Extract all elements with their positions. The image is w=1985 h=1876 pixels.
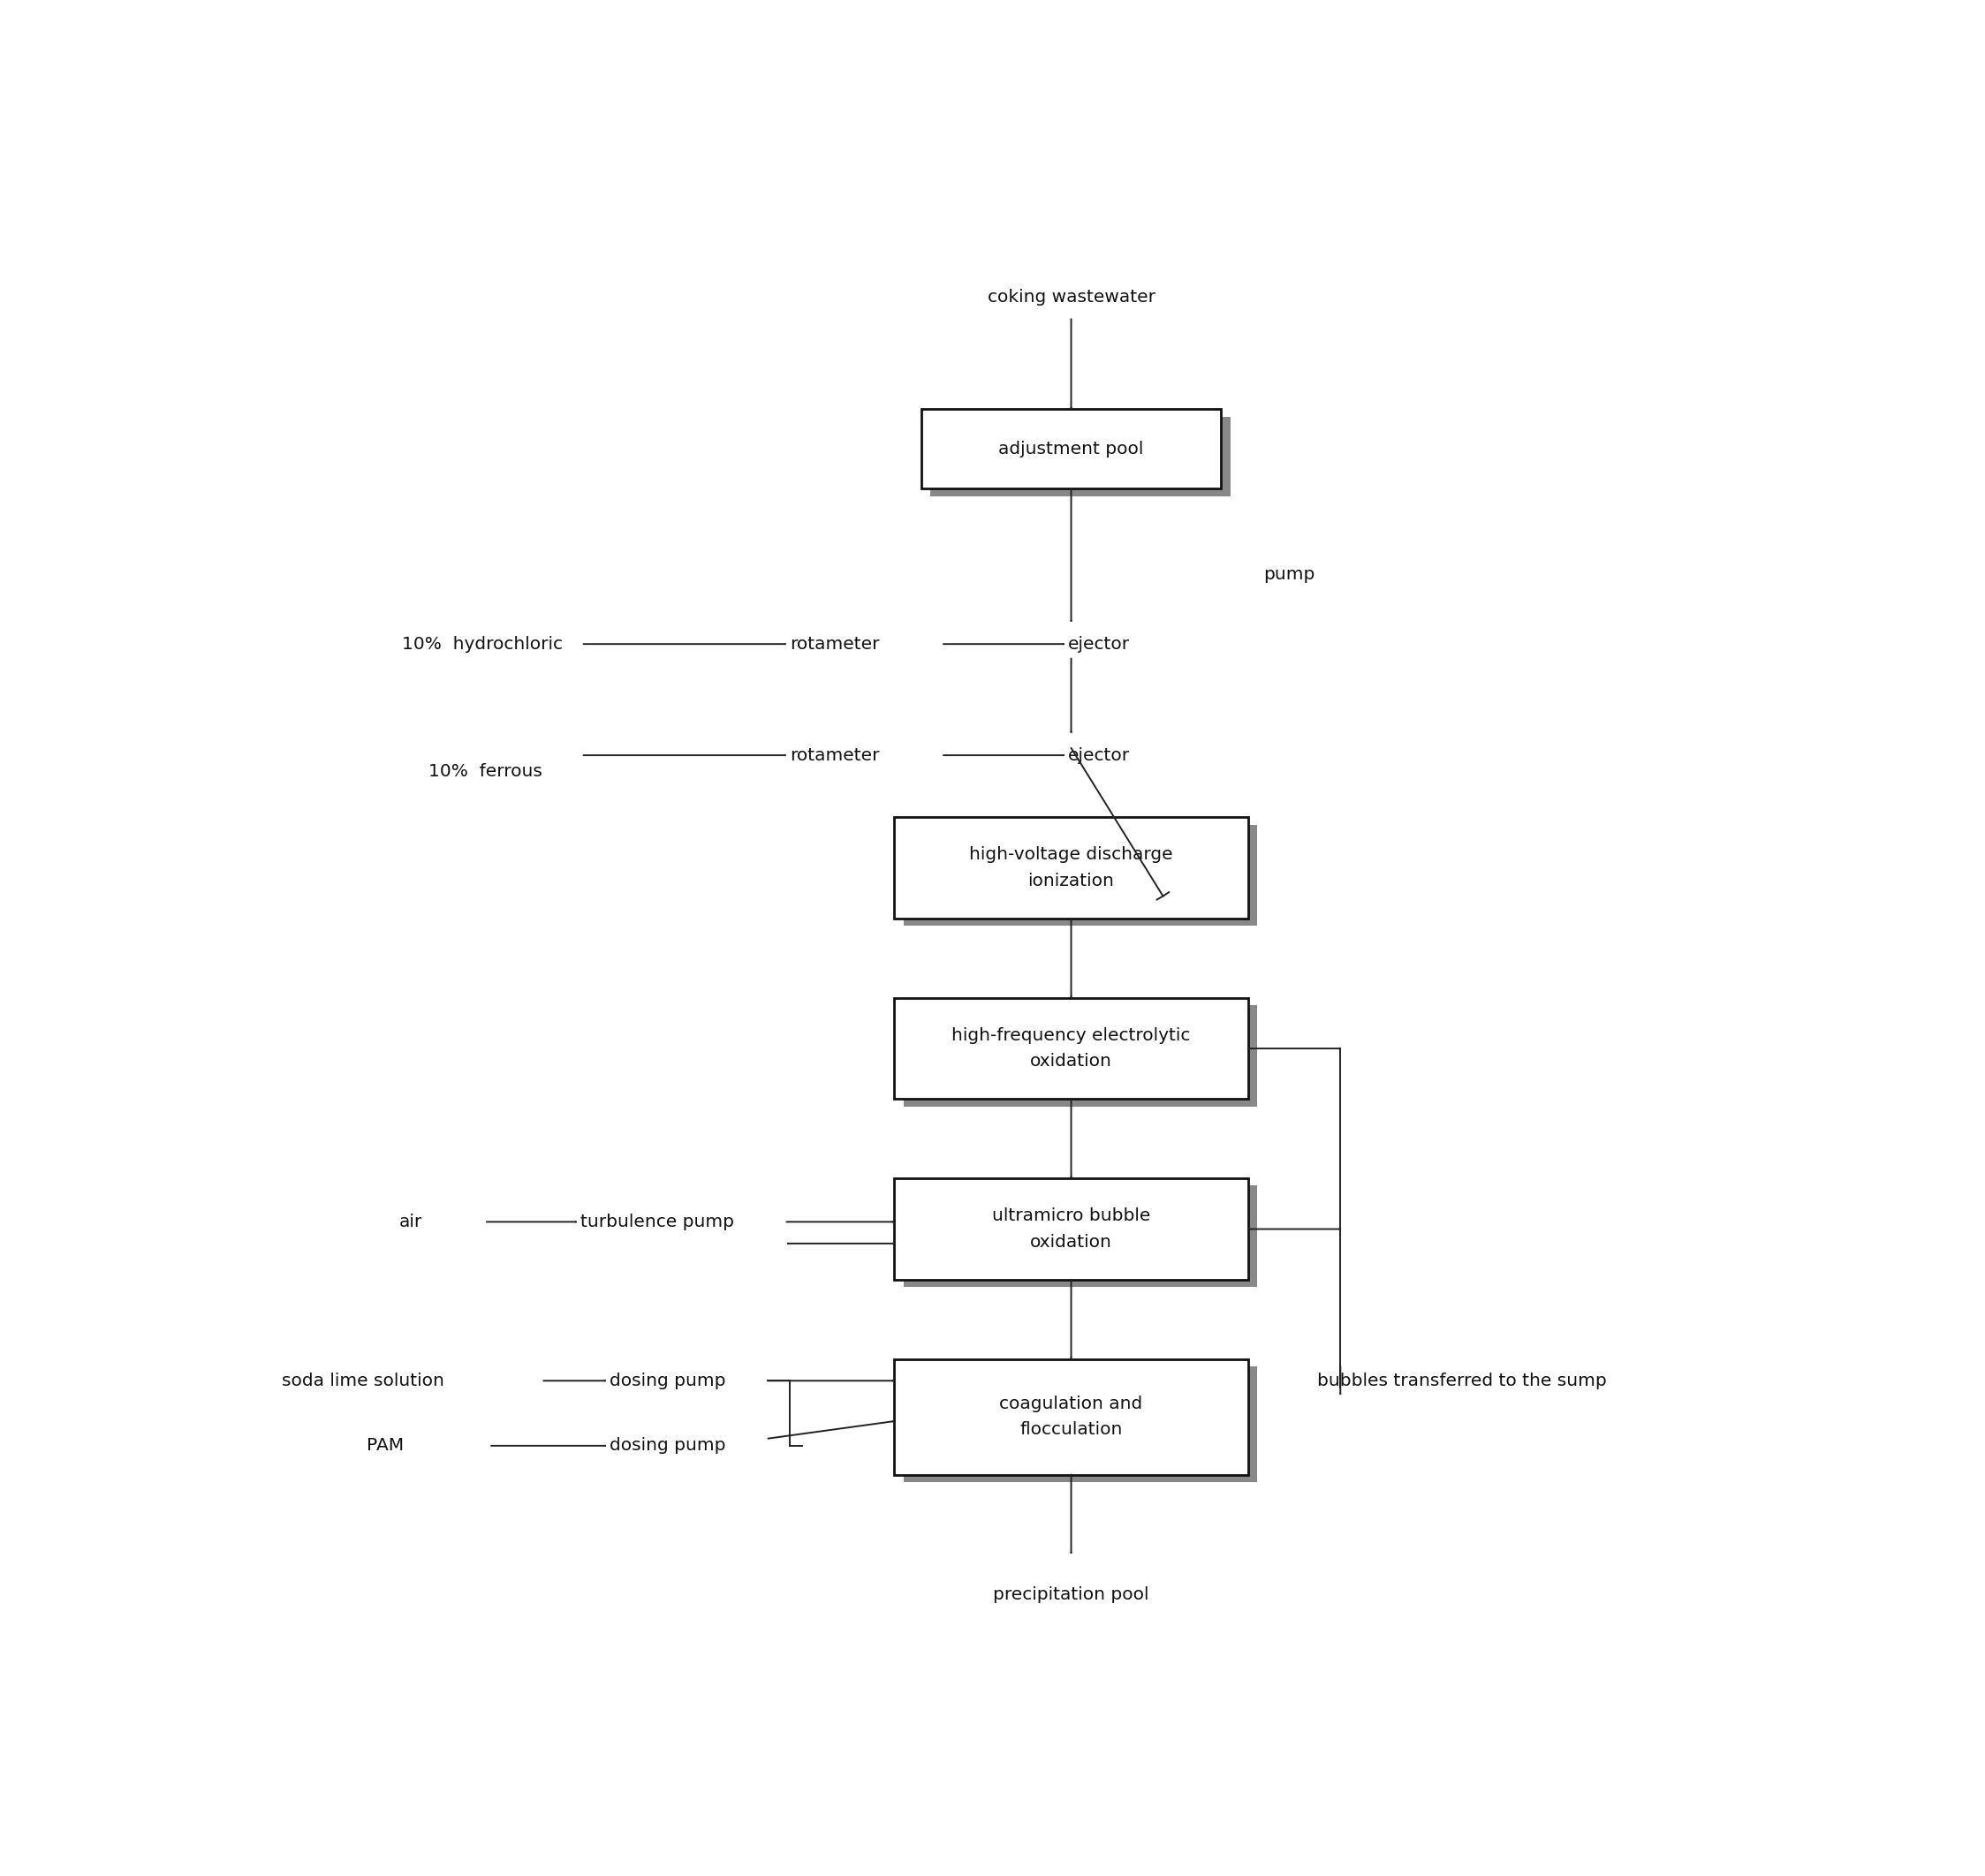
Bar <box>893 1358 1249 1475</box>
Text: high-voltage discharge
ionization: high-voltage discharge ionization <box>969 846 1173 889</box>
Text: 10%  ferrous: 10% ferrous <box>429 764 542 780</box>
Bar <box>931 416 1231 495</box>
Bar <box>893 818 1249 919</box>
Text: air: air <box>399 1214 423 1231</box>
Text: soda lime solution: soda lime solution <box>282 1373 445 1388</box>
Bar <box>893 1178 1249 1279</box>
Text: turbulence pump: turbulence pump <box>580 1214 734 1231</box>
Text: adjustment pool: adjustment pool <box>998 441 1143 458</box>
Text: high-frequency electrolytic
oxidation: high-frequency electrolytic oxidation <box>951 1026 1191 1069</box>
Text: bubbles transferred to the sump: bubbles transferred to the sump <box>1318 1373 1606 1388</box>
Text: coking wastewater: coking wastewater <box>987 289 1155 306</box>
Text: ultramicro bubble
oxidation: ultramicro bubble oxidation <box>992 1208 1151 1251</box>
Bar <box>921 409 1221 490</box>
Text: dosing pump: dosing pump <box>609 1437 727 1454</box>
Text: rotameter: rotameter <box>790 636 879 653</box>
Bar <box>903 1006 1257 1107</box>
Bar <box>903 1366 1257 1482</box>
Bar <box>903 825 1257 925</box>
Text: dosing pump: dosing pump <box>609 1373 727 1388</box>
Text: precipitation pool: precipitation pool <box>992 1585 1149 1602</box>
Text: PAM: PAM <box>367 1437 403 1454</box>
Text: ejector: ejector <box>1068 636 1129 653</box>
Text: coagulation and
flocculation: coagulation and flocculation <box>1000 1396 1143 1439</box>
Text: rotameter: rotameter <box>790 747 879 764</box>
Text: 10%  hydrochloric: 10% hydrochloric <box>401 636 562 653</box>
Text: ejector: ejector <box>1068 747 1129 764</box>
Bar <box>893 998 1249 1099</box>
Bar <box>903 1186 1257 1287</box>
Text: pump: pump <box>1262 567 1314 583</box>
